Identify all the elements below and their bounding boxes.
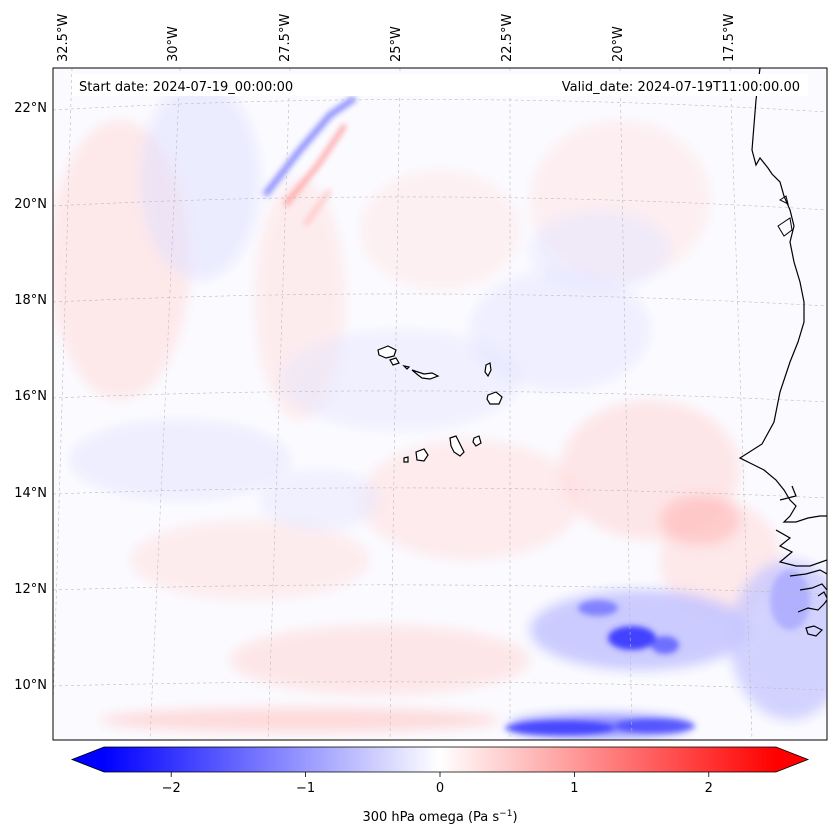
start-date-label: Start date: 2024-07-19_00:00:00 — [79, 80, 293, 95]
omega-strong-features — [262, 95, 810, 735]
gridlines — [53, 68, 827, 740]
island-santo-antao — [377, 345, 397, 359]
lon-label: 27.5°W — [278, 14, 293, 62]
map-frame — [52, 67, 828, 741]
lon-label: 20°W — [611, 26, 626, 62]
colorbar-tick-label: 2 — [705, 781, 713, 796]
colorbar-tick-label: 1 — [570, 781, 578, 796]
latitude-labels: 22°N 20°N 18°N 16°N 14°N 12°N 10°N — [14, 101, 47, 693]
colorbar: −2 −1 0 1 2 300 hPa omega (Pa s−1) — [70, 746, 810, 825]
colorbar-tick-label: −1 — [296, 781, 315, 796]
lat-label: 14°N — [14, 486, 47, 501]
colorbar-label-suffix: ) — [512, 810, 517, 825]
island-santa-luzia — [402, 365, 411, 370]
colorbar-tick-label: 0 — [436, 781, 444, 796]
colorbar-gradient — [104, 747, 776, 772]
island-santiago — [449, 435, 465, 457]
date-banner — [72, 74, 808, 96]
gambia-coast — [775, 485, 827, 567]
lat-label: 12°N — [14, 582, 47, 597]
lat-label: 10°N — [14, 678, 47, 693]
lat-label: 22°N — [14, 101, 47, 116]
island-sao-nicolau — [411, 369, 440, 380]
lat-label: 18°N — [14, 293, 47, 308]
lon-label: 32.5°W — [56, 14, 71, 62]
colorbar-label-superscript: −1 — [499, 809, 512, 819]
island-brava — [403, 456, 409, 463]
colorbar-ticks: −2 −1 0 1 2 — [162, 772, 713, 796]
island-fogo — [415, 448, 429, 462]
map-area — [53, 68, 827, 740]
island-sal — [484, 362, 492, 378]
colorbar-min-extension — [72, 747, 104, 772]
lon-label: 17.5°W — [722, 14, 737, 62]
lat-label: 20°N — [14, 197, 47, 212]
guinea-bissau-coast — [789, 569, 827, 637]
lon-label: 30°W — [166, 26, 181, 62]
west-africa-coastline — [738, 68, 827, 523]
bijagos-islands — [777, 195, 793, 237]
cape-verde-islands — [377, 345, 503, 463]
colorbar-outline — [70, 746, 810, 773]
colorbar-label-text: 300 hPa omega (Pa s — [362, 810, 499, 825]
valid-date-label: Valid_date: 2024-07-19T11:00:00.00 — [562, 80, 800, 95]
island-sao-vicente — [389, 357, 400, 366]
island-boa-vista — [486, 391, 503, 405]
lon-label: 25°W — [389, 26, 404, 62]
longitude-labels: 32.5°W 30°W 27.5°W 25°W 22.5°W 20°W 17.5… — [56, 14, 737, 62]
omega-field — [53, 80, 827, 737]
colorbar-tick-label: −2 — [162, 781, 181, 796]
lat-label: 16°N — [14, 389, 47, 404]
island-maio — [472, 435, 482, 447]
lon-label: 22.5°W — [500, 14, 515, 62]
colorbar-label: 300 hPa omega (Pa s−1) — [362, 809, 517, 825]
colorbar-max-extension — [776, 747, 808, 772]
